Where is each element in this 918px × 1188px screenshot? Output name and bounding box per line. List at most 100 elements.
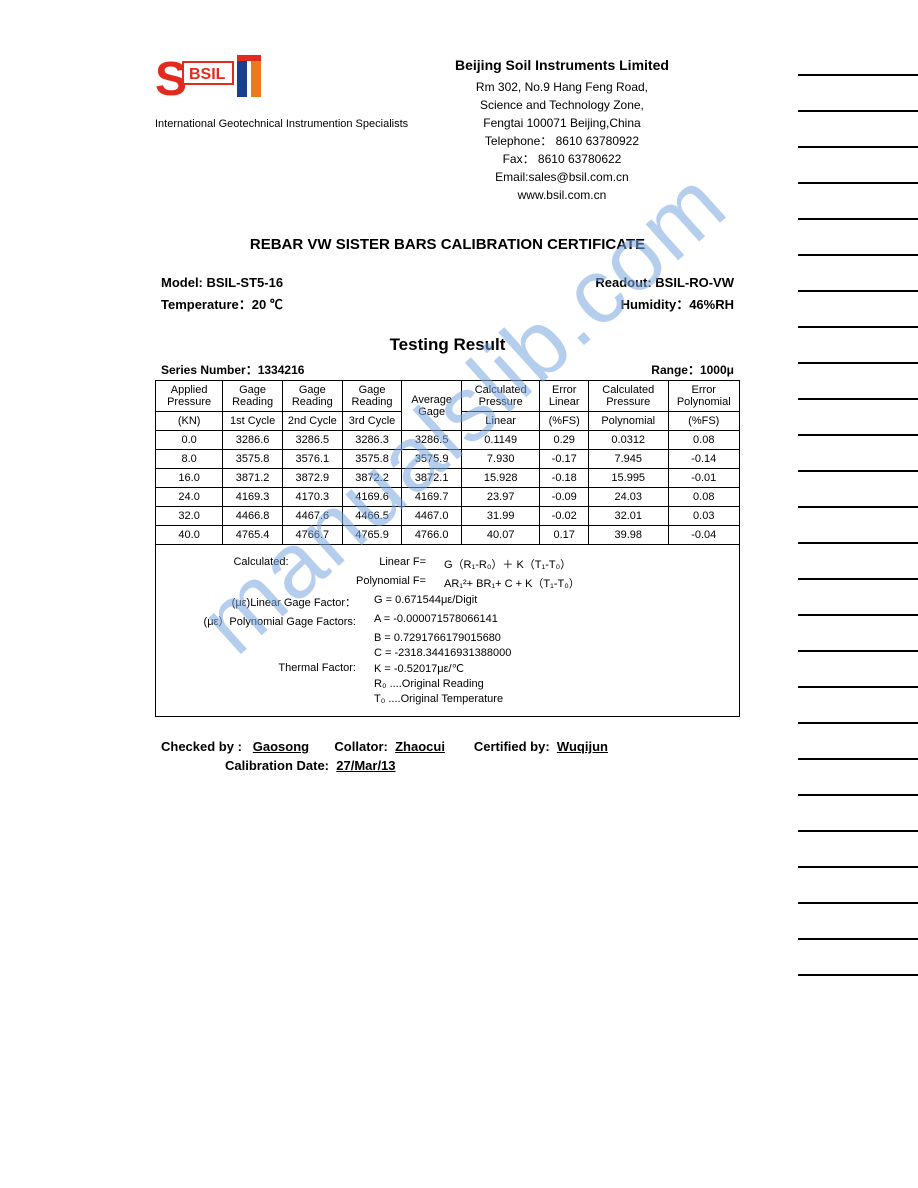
table-row: 8.03575.83576.13575.83575.97.930-0.177.9…: [156, 450, 740, 469]
table-cell: 3575.8: [342, 450, 402, 469]
table-cell: 3575.8: [223, 450, 283, 469]
calibration-date-label: Calibration Date:: [225, 758, 329, 773]
calc-b-row: B = 0.7291766179015680: [166, 632, 729, 644]
table-cell: 4765.9: [342, 526, 402, 545]
table-cell: -0.04: [668, 526, 739, 545]
calc-k-row: Thermal Factor: K = -0.52017με/℃: [166, 662, 729, 675]
collator-name: Zhaocui: [395, 739, 445, 754]
b-value: B = 0.7291766179015680: [374, 632, 729, 644]
table-cell: 3872.9: [282, 469, 342, 488]
table-cell: 7.930: [461, 450, 540, 469]
table-row: 0.03286.63286.53286.33286.50.11490.290.0…: [156, 431, 740, 450]
table-cell: 3286.3: [342, 431, 402, 450]
th-err-poly: Error Polynomial: [668, 381, 739, 412]
sidebar-line: [798, 580, 918, 616]
table-cell: 0.29: [540, 431, 589, 450]
document-title: REBAR VW SISTER BARS CALIBRATION CERTIFI…: [155, 236, 740, 253]
sidebar-line: [798, 184, 918, 220]
sidebar-line: [798, 544, 918, 580]
table-cell: 40.0: [156, 526, 223, 545]
table-cell: 3871.2: [223, 469, 283, 488]
table-cell: 0.03: [668, 507, 739, 526]
certified-by-name: Wuqijun: [557, 739, 608, 754]
sidebar-lines: [798, 40, 918, 976]
th-gage2: Gage Reading: [282, 381, 342, 412]
calc-poly-row: Polynomial F= AR₁²+ BR₁+ C + K（T₁-T₀）: [166, 575, 729, 591]
company-fax: Fax： 8610 63780622: [455, 150, 669, 168]
calc-t0-row: T₀ ....Original Temperature: [166, 693, 729, 705]
sidebar-line: [798, 508, 918, 544]
company-tel: Telephone： 8610 63780922: [455, 132, 669, 150]
sidebar-line: [798, 328, 918, 364]
table-cell: 3286.5: [402, 431, 462, 450]
table-cell: 8.0: [156, 450, 223, 469]
sidebar-line: [798, 436, 918, 472]
table-cell: 4766.7: [282, 526, 342, 545]
calc-a-row: (με）Polynomial Gage Factors: A = -0.0000…: [166, 613, 729, 629]
humidity-label: Humidity：46%RH: [621, 294, 734, 313]
bsil-logo: S BSIL: [155, 55, 455, 112]
table-cell: 32.01: [588, 507, 668, 526]
th-1st: 1st Cycle: [223, 412, 283, 431]
calc-c-row: C = -2318.34416931388000: [166, 647, 729, 659]
table-cell: 3575.9: [402, 450, 462, 469]
company-email: Email:sales@bsil.com.cn: [455, 168, 669, 186]
th-fs-poly: (%FS): [668, 412, 739, 431]
th-calc-poly: Calculated Pressure: [588, 381, 668, 412]
collator-label: Collator:: [334, 739, 387, 754]
table-cell: -0.18: [540, 469, 589, 488]
table-body: 0.03286.63286.53286.33286.50.11490.290.0…: [156, 431, 740, 545]
table-cell: -0.17: [540, 450, 589, 469]
testing-result-heading: Testing Result: [155, 335, 740, 355]
poly-f-label: Polynomial F=: [326, 575, 444, 591]
company-info: Beijing Soil Instruments Limited Rm 302,…: [455, 55, 669, 204]
calculation-box: Calculated: Linear F= G（R₁-R₀）＋ K（T₁-T₀）…: [155, 545, 740, 717]
th-kn: (KN): [156, 412, 223, 431]
sidebar-line: [798, 904, 918, 940]
range-label: Range：1000μ: [651, 361, 734, 378]
th-applied: Applied Pressure: [156, 381, 223, 412]
table-cell: -0.02: [540, 507, 589, 526]
sidebar-line: [798, 112, 918, 148]
table-row: 16.03871.23872.93872.23872.115.928-0.181…: [156, 469, 740, 488]
model-label: Model: BSIL-ST5-16: [161, 275, 283, 290]
sidebar-line: [798, 40, 918, 76]
table-cell: 4169.7: [402, 488, 462, 507]
table-cell: 24.0: [156, 488, 223, 507]
table-cell: 0.0: [156, 431, 223, 450]
r0-text: R₀ ....Original Reading: [374, 678, 729, 690]
series-number: Series Number：1334216: [161, 361, 304, 378]
a-value: A = -0.000071578066141: [374, 613, 729, 629]
th-3rd: 3rd Cycle: [342, 412, 402, 431]
table-cell: 0.17: [540, 526, 589, 545]
calibration-date: 27/Mar/13: [336, 758, 395, 773]
company-addr2: Science and Technology Zone,: [455, 96, 669, 114]
table-cell: 0.08: [668, 431, 739, 450]
sidebar-line: [798, 364, 918, 400]
th-2nd: 2nd Cycle: [282, 412, 342, 431]
table-cell: 15.928: [461, 469, 540, 488]
g-value: G = 0.671544με/Digit: [374, 594, 729, 610]
table-cell: 23.97: [461, 488, 540, 507]
temperature-label: Temperature：20 ℃: [161, 294, 283, 313]
calibration-table: Applied Pressure Gage Reading Gage Readi…: [155, 380, 740, 545]
sidebar-line: [798, 832, 918, 868]
table-cell: 4169.3: [223, 488, 283, 507]
info-row-2: Temperature：20 ℃ Humidity：46%RH: [155, 294, 740, 313]
calc-g-row: (με)Linear Gage Factor： G = 0.671544με/D…: [166, 594, 729, 610]
table-cell: 4170.3: [282, 488, 342, 507]
table-cell: 15.995: [588, 469, 668, 488]
table-cell: 39.98: [588, 526, 668, 545]
signature-line-1: Checked by : Gaosong Collator: Zhaocui C…: [161, 739, 740, 754]
sidebar-line: [798, 652, 918, 688]
table-cell: 0.08: [668, 488, 739, 507]
table-cell: 16.0: [156, 469, 223, 488]
calc-r0-row: R₀ ....Original Reading: [166, 678, 729, 690]
table-cell: 3576.1: [282, 450, 342, 469]
table-cell: 4766.0: [402, 526, 462, 545]
t0-text: T₀ ....Original Temperature: [374, 693, 729, 705]
table-cell: 4466.8: [223, 507, 283, 526]
sidebar-line: [798, 472, 918, 508]
table-row: 40.04765.44766.74765.94766.040.070.1739.…: [156, 526, 740, 545]
table-cell: -0.14: [668, 450, 739, 469]
